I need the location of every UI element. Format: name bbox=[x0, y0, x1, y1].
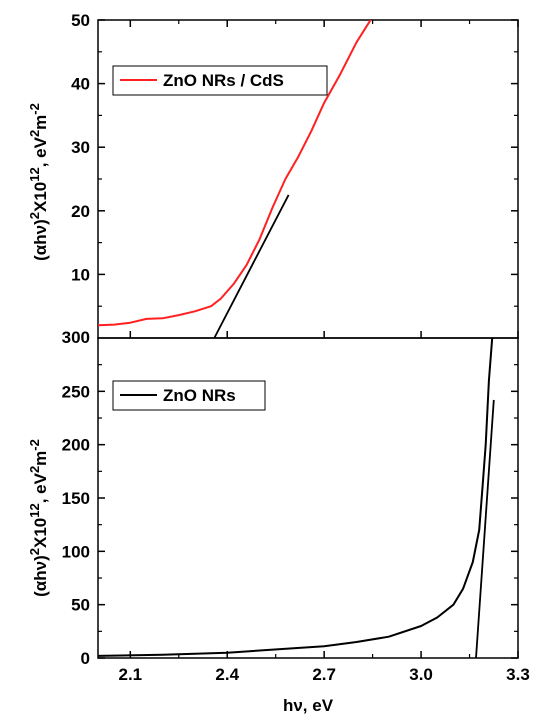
top-legend-label: ZnO NRs / CdS bbox=[163, 71, 284, 90]
x-tick-label: 3.3 bbox=[506, 665, 530, 684]
top-y-tick-label: 30 bbox=[71, 138, 90, 157]
x-axis-title: hν, eV bbox=[283, 696, 334, 715]
x-tick-label: 2.4 bbox=[215, 665, 239, 684]
top-y-ticks: 10 20 30 40 50 bbox=[71, 11, 518, 307]
x-tick-label: 2.7 bbox=[312, 665, 336, 684]
x-tick-label: 3.0 bbox=[409, 665, 433, 684]
bottom-y-ticks: 0 50 100 150 200 250 bbox=[62, 364, 518, 668]
bottom-y-tick-label: 100 bbox=[62, 542, 90, 561]
bottom-y-axis-title: (αhν)2X1012, eV2m-2 bbox=[27, 439, 50, 597]
top-y-axis-title: (αhν)2X1012, eV2m-2 bbox=[27, 103, 50, 261]
bottom-legend: ZnO NRs bbox=[112, 380, 266, 411]
bottom-legend-label: ZnO NRs bbox=[163, 386, 236, 405]
bottom-series-group bbox=[98, 338, 495, 658]
top-y-bottom-tick-label: 300 bbox=[62, 328, 90, 347]
bottom-y-tick-label: 250 bbox=[62, 382, 90, 401]
x-tick-label: 2.1 bbox=[118, 665, 142, 684]
bottom-data-line bbox=[98, 338, 494, 657]
top-series-group bbox=[98, 20, 372, 338]
bottom-fit-line bbox=[475, 399, 495, 658]
top-data-line bbox=[98, 20, 372, 327]
top-y-tick-label: 20 bbox=[71, 202, 90, 221]
top-legend: ZnO NRs / CdS bbox=[112, 65, 328, 96]
top-y-tick-label: 10 bbox=[71, 265, 90, 284]
top-y-tick-label: 40 bbox=[71, 75, 90, 94]
bottom-x-ticks: 2.1 2.4 2.7 3.0 3.3 bbox=[118, 20, 530, 684]
bottom-y-tick-label: 200 bbox=[62, 436, 90, 455]
bottom-y-tick-label: 50 bbox=[71, 596, 90, 615]
top-fit-line bbox=[213, 194, 290, 338]
bottom-y-tick-label: 150 bbox=[62, 489, 90, 508]
top-y-tick-label: 50 bbox=[71, 11, 90, 30]
bottom-y-tick-label: 0 bbox=[81, 649, 90, 668]
